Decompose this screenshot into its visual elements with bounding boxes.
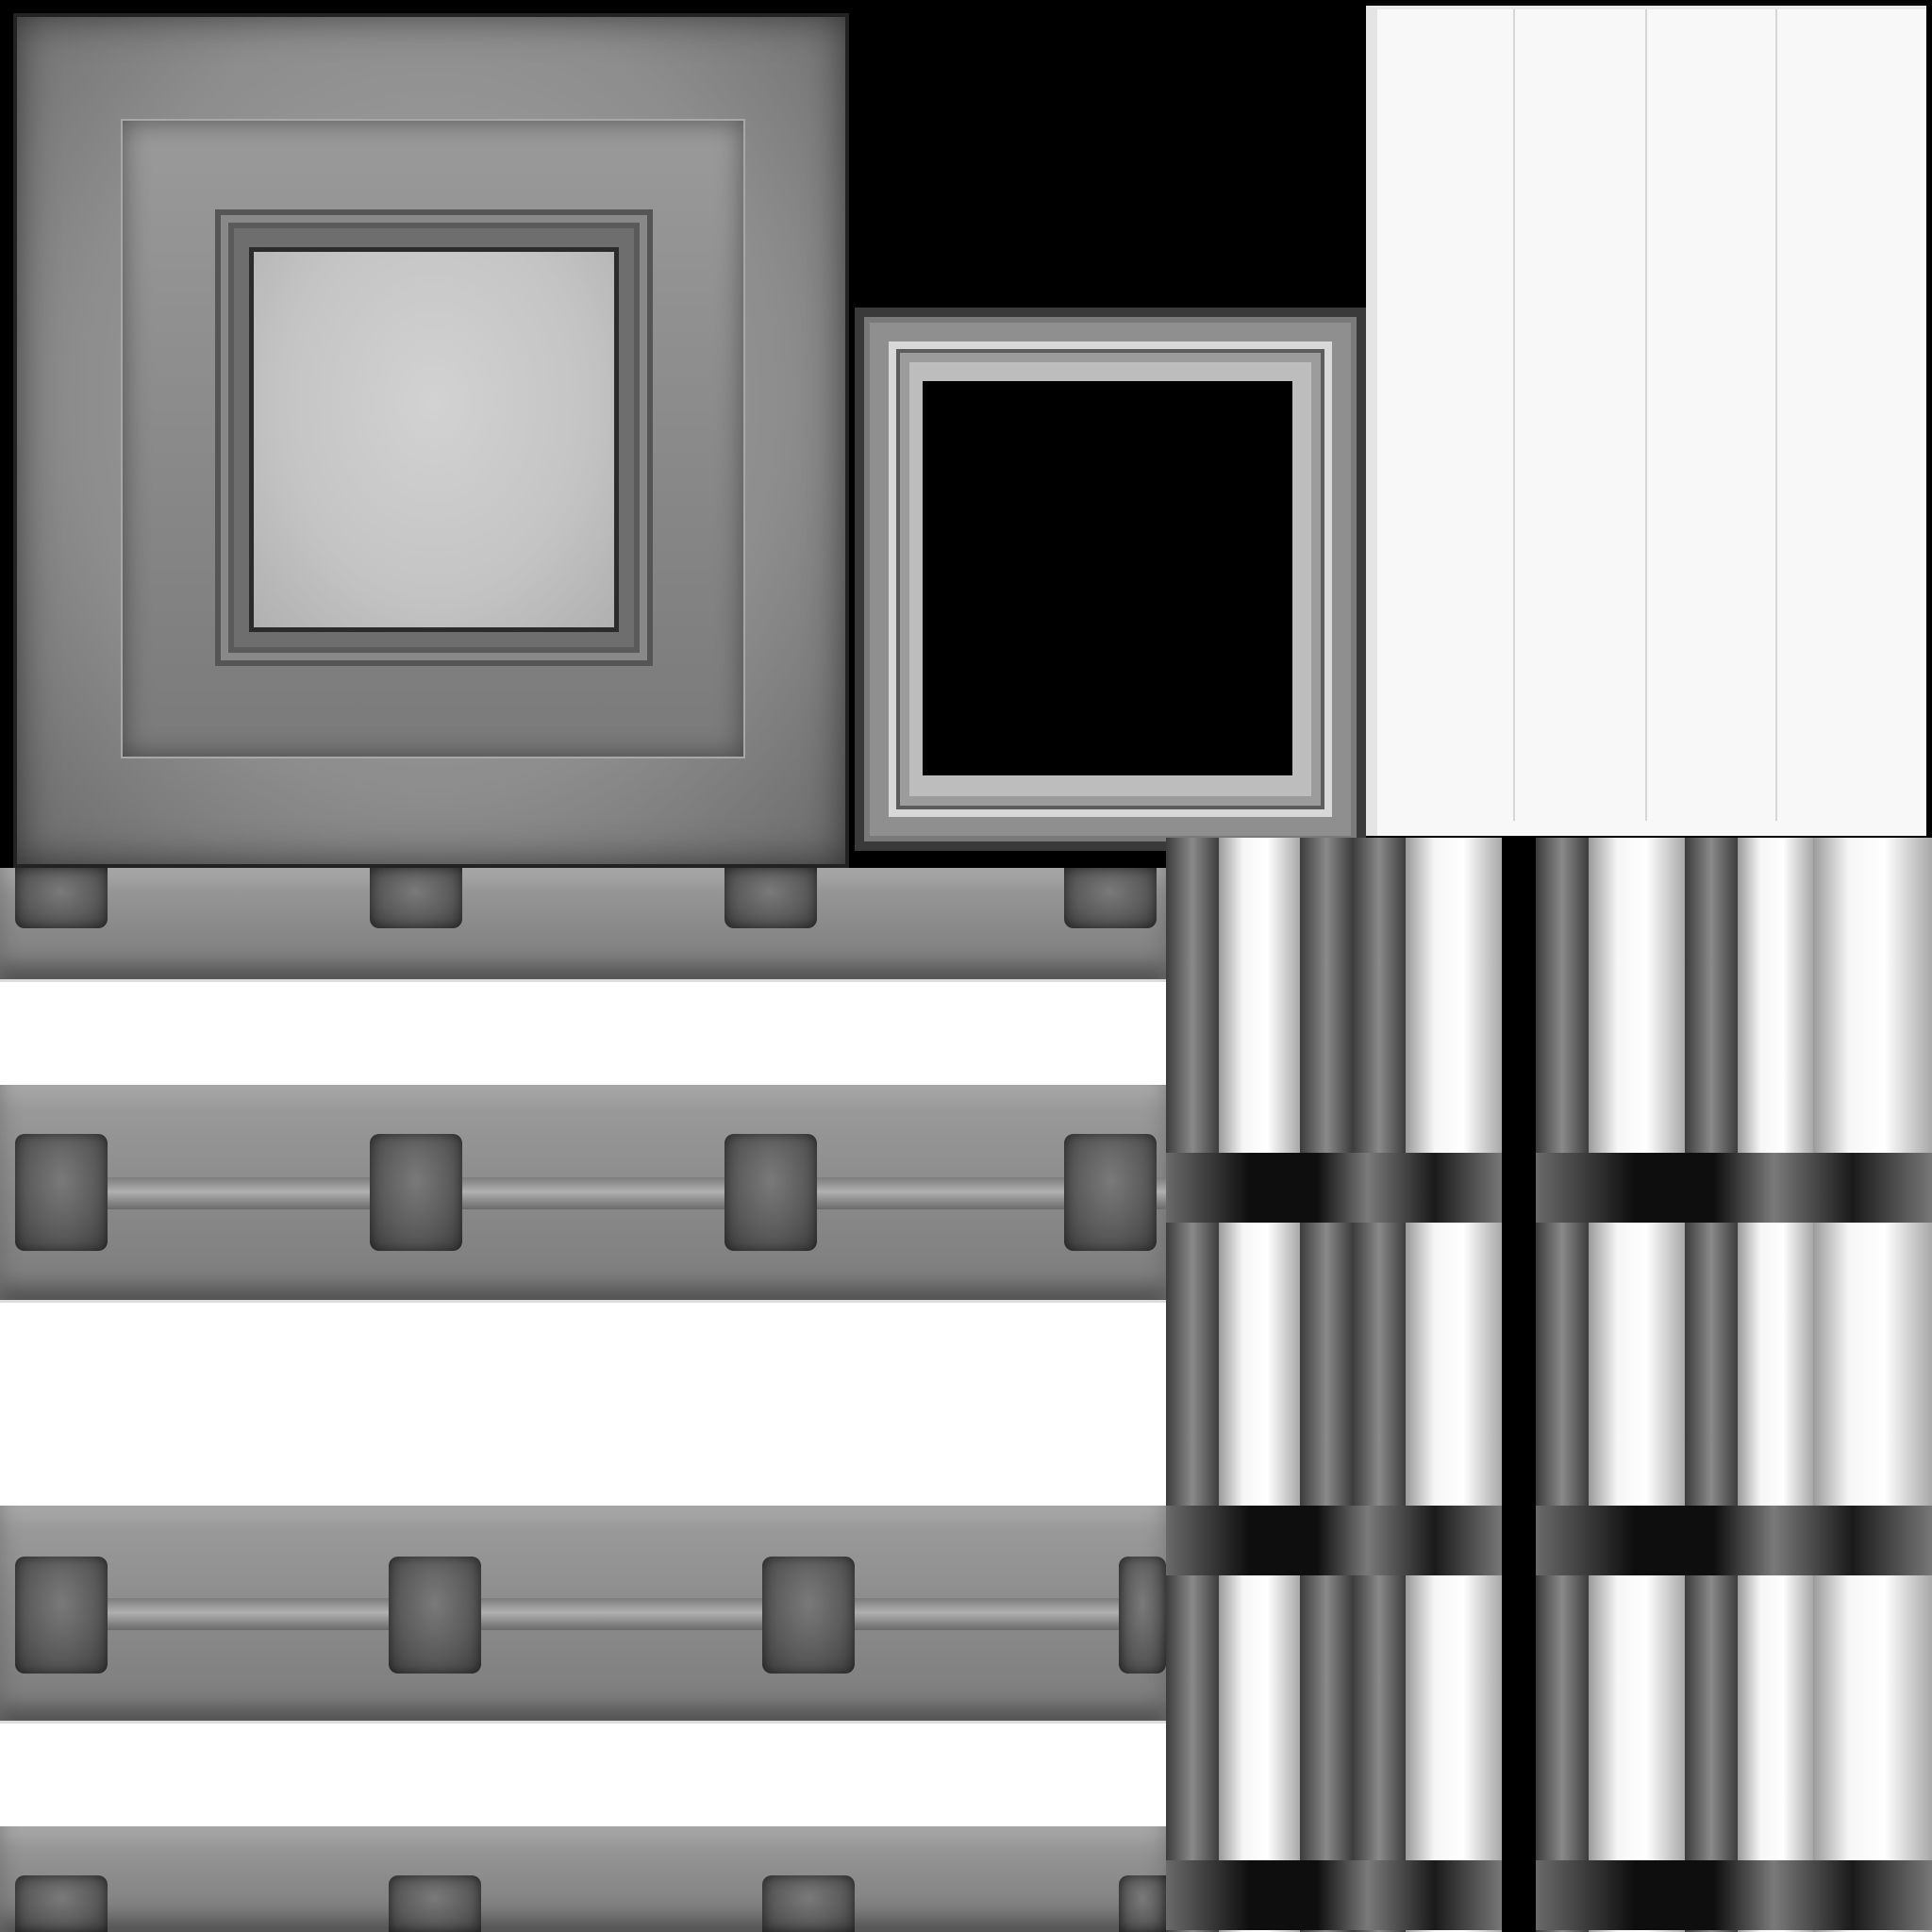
white-band bbox=[0, 979, 1166, 1085]
rail-peg bbox=[389, 1875, 481, 1932]
rail-peg bbox=[1119, 1557, 1166, 1674]
rail-peg bbox=[15, 868, 108, 928]
rail-strip bbox=[0, 868, 1166, 979]
sheet-seam bbox=[1645, 9, 1647, 821]
white-band bbox=[0, 1300, 1166, 1506]
rail-peg bbox=[762, 1875, 855, 1932]
rail-peg bbox=[389, 1557, 481, 1674]
column-crossbar bbox=[1166, 1153, 1502, 1223]
sheet-seam bbox=[1513, 9, 1515, 821]
column-crossbar bbox=[1536, 1153, 1932, 1223]
rail-peg bbox=[15, 1875, 108, 1932]
rail-peg bbox=[1119, 1875, 1166, 1932]
column-bar-dark bbox=[1166, 838, 1219, 1932]
column-bar-light bbox=[1589, 838, 1685, 1932]
column-bar-light bbox=[1406, 838, 1502, 1932]
column-bar-light bbox=[1219, 838, 1300, 1932]
column-bar-dark bbox=[1685, 838, 1738, 1932]
rail-peg bbox=[762, 1557, 855, 1674]
column-bar-light bbox=[1738, 838, 1813, 1932]
rail-bar bbox=[19, 1598, 1166, 1630]
rail-peg bbox=[724, 868, 817, 928]
recessed-panel-face bbox=[249, 247, 619, 632]
rail-peg bbox=[370, 1134, 462, 1251]
rail-peg bbox=[370, 868, 462, 928]
sheet-seam bbox=[1775, 9, 1777, 821]
rail-peg bbox=[1064, 1134, 1157, 1251]
column-gap bbox=[1502, 838, 1536, 1932]
column-bar-light bbox=[1813, 838, 1932, 1932]
column-bar-dark bbox=[1353, 838, 1406, 1932]
rail-peg bbox=[15, 1134, 108, 1251]
rail-peg bbox=[1064, 868, 1157, 928]
rail-strip bbox=[0, 1826, 1166, 1932]
column-crossbar bbox=[1536, 1860, 1932, 1930]
rail-peg bbox=[15, 1557, 108, 1674]
column-bar-dark bbox=[1300, 838, 1353, 1932]
column-crossbar bbox=[1536, 1506, 1932, 1575]
column-crossbar bbox=[1166, 1506, 1502, 1575]
rail-bar bbox=[19, 1177, 1166, 1209]
column-bar-dark bbox=[1536, 838, 1589, 1932]
column-crossbar bbox=[1166, 1860, 1502, 1930]
white-band bbox=[0, 1721, 1166, 1826]
rail-peg bbox=[724, 1134, 817, 1251]
frame-hole bbox=[923, 381, 1292, 775]
